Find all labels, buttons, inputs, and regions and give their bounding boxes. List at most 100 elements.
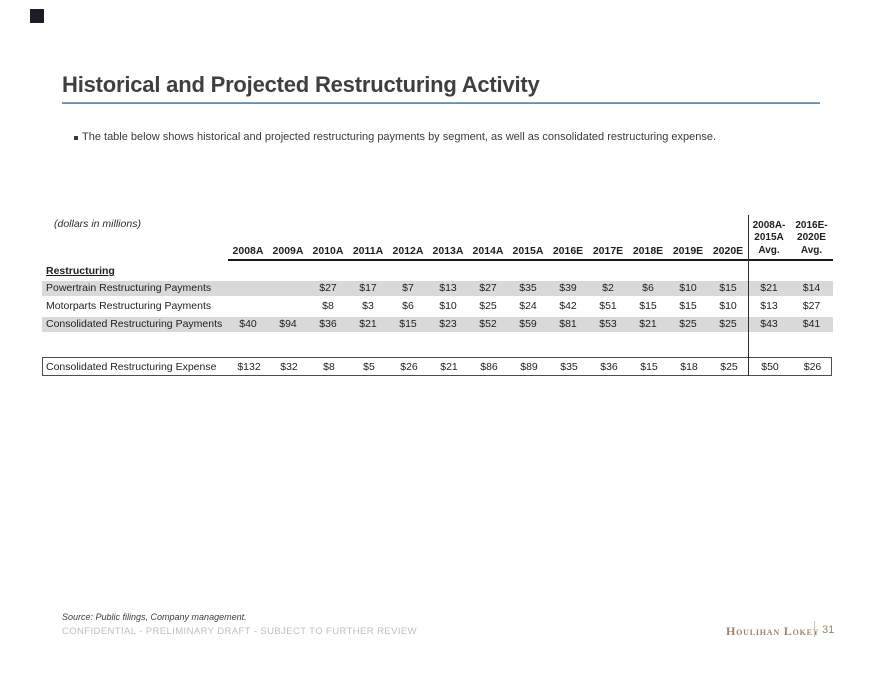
source-note: Source: Public filings, Company manageme… <box>62 612 247 622</box>
bullet-item: The table below shows historical and pro… <box>74 131 774 143</box>
column-header: 2020E <box>712 245 744 257</box>
value-cell: $17 <box>359 282 377 294</box>
value-cell: $42 <box>559 300 577 312</box>
avg-header-line: 2016E- <box>795 219 828 231</box>
avg-value-cell: $43 <box>760 318 778 330</box>
table-header-row: 2008A 2009A 2010A 2011A 2012A 2013A 2014A 2015A… <box>42 215 833 259</box>
value-cell: $27 <box>479 282 497 294</box>
value-cell: $51 <box>599 300 617 312</box>
total-value-cell: $21 <box>440 360 458 373</box>
value-cell: $6 <box>402 300 414 312</box>
column-header: 2009A <box>272 245 304 257</box>
restructuring-table: (dollars in millions) 2008A 2009A 2010A 201… <box>42 215 833 381</box>
avg-column-header: 2016E- 2020E Avg. <box>790 220 833 260</box>
total-value-cell: $86 <box>480 360 498 373</box>
table-row: Motorparts Restructuring Payments $8 $3 $6 $… <box>42 299 833 314</box>
table-body: Powertrain Restructuring Payments $27 $17 $… <box>42 281 833 335</box>
table-row: Consolidated Restructuring Payments $40 $9… <box>42 317 833 332</box>
avg-divider-line <box>748 215 749 376</box>
column-header: 2015A <box>512 245 544 257</box>
avg-value-cell: $27 <box>802 300 821 312</box>
value-cell: $3 <box>362 300 374 312</box>
total-value-cell: $32 <box>280 360 298 373</box>
value-cell: $94 <box>279 318 297 330</box>
column-header: 2010A <box>312 245 344 257</box>
value-cell: $2 <box>602 282 614 294</box>
value-cell: $53 <box>599 318 617 330</box>
column-header: 2019E <box>672 245 704 257</box>
table-row: Powertrain Restructuring Payments $27 $17 $… <box>42 281 833 296</box>
page-title: Historical and Projected Restructuring A… <box>62 72 540 97</box>
value-cell: $13 <box>439 282 457 294</box>
total-row: Consolidated Restructuring Expense $132 $3… <box>42 357 832 376</box>
units-label: (dollars in millions) <box>54 218 141 230</box>
avg-header-line: 2008A- <box>752 219 786 231</box>
corner-logo-mark <box>30 9 44 23</box>
value-cell <box>268 299 308 314</box>
total-value-cell: $8 <box>323 360 335 373</box>
value-cell <box>268 281 308 296</box>
confidential-note: CONFIDENTIAL - PRELIMINARY DRAFT - SUBJE… <box>62 626 417 637</box>
total-value-cell: $15 <box>640 360 658 373</box>
value-cell: $10 <box>719 300 737 312</box>
row-label: Powertrain Restructuring Payments <box>46 282 212 294</box>
bullet-text: The table below shows historical and pro… <box>82 131 717 143</box>
avg-header-line: Avg. <box>800 244 823 256</box>
avg-value-cell: $41 <box>802 318 821 330</box>
bullet-square-icon <box>74 136 78 140</box>
avg-value-cell: $21 <box>760 282 778 294</box>
page-number: 31 <box>822 624 835 636</box>
value-cell <box>228 281 268 296</box>
value-cell: $35 <box>519 282 537 294</box>
total-value-cell: $25 <box>720 360 738 373</box>
value-cell: $15 <box>719 282 737 294</box>
value-cell: $81 <box>559 318 577 330</box>
section-label: Restructuring <box>46 265 115 277</box>
value-cell: $24 <box>519 300 537 312</box>
column-header: 2008A <box>232 245 264 257</box>
value-cell: $52 <box>479 318 497 330</box>
avg-header-line: 2020E <box>797 232 826 243</box>
value-cell: $21 <box>359 318 377 330</box>
column-header: 2014A <box>472 245 504 257</box>
value-cell: $7 <box>402 282 414 294</box>
value-cell: $36 <box>319 318 337 330</box>
value-cell: $15 <box>639 300 657 312</box>
avg-header-line: Avg. <box>758 244 780 256</box>
row-label: Motorparts Restructuring Payments <box>46 300 212 312</box>
value-cell: $40 <box>239 318 257 330</box>
column-header: 2017E <box>592 245 624 257</box>
avg-value-cell: $14 <box>802 282 821 294</box>
column-header: 2013A <box>432 245 464 257</box>
row-label: Consolidated Restructuring Payments <box>46 318 223 330</box>
value-cell: $10 <box>679 282 697 294</box>
value-cell: $8 <box>322 300 334 312</box>
total-row-label: Consolidated Restructuring Expense <box>46 360 217 373</box>
total-value-cell: $18 <box>680 360 698 373</box>
brand-logotype: Houlihan Lokey <box>726 624 820 638</box>
value-cell: $6 <box>642 282 654 294</box>
value-cell: $27 <box>319 282 337 294</box>
avg-value-cell: $13 <box>760 300 778 312</box>
total-value-cell: $26 <box>400 360 418 373</box>
title-accent-rule <box>62 102 820 104</box>
value-cell: $25 <box>679 318 697 330</box>
avg-column-header: 2008A- 2015A Avg. <box>748 220 790 260</box>
section-row: Restructuring <box>42 265 115 279</box>
value-cell: $15 <box>399 318 417 330</box>
column-header: 2018E <box>632 245 664 257</box>
total-value-cell: $35 <box>560 360 578 373</box>
total-value-cell: $36 <box>600 360 618 373</box>
column-header: 2016E <box>552 245 584 257</box>
column-header: 2012A <box>392 245 424 257</box>
total-value-cell: $132 <box>237 360 261 373</box>
value-cell: $25 <box>719 318 737 330</box>
value-cell: $39 <box>559 282 577 294</box>
total-avg-cell: $50 <box>761 360 779 373</box>
total-value-cell: $89 <box>520 360 538 373</box>
value-cell: $15 <box>679 300 697 312</box>
total-avg-cell: $26 <box>803 360 822 373</box>
avg-header-line: 2015A <box>754 232 784 243</box>
value-cell: $59 <box>519 318 537 330</box>
